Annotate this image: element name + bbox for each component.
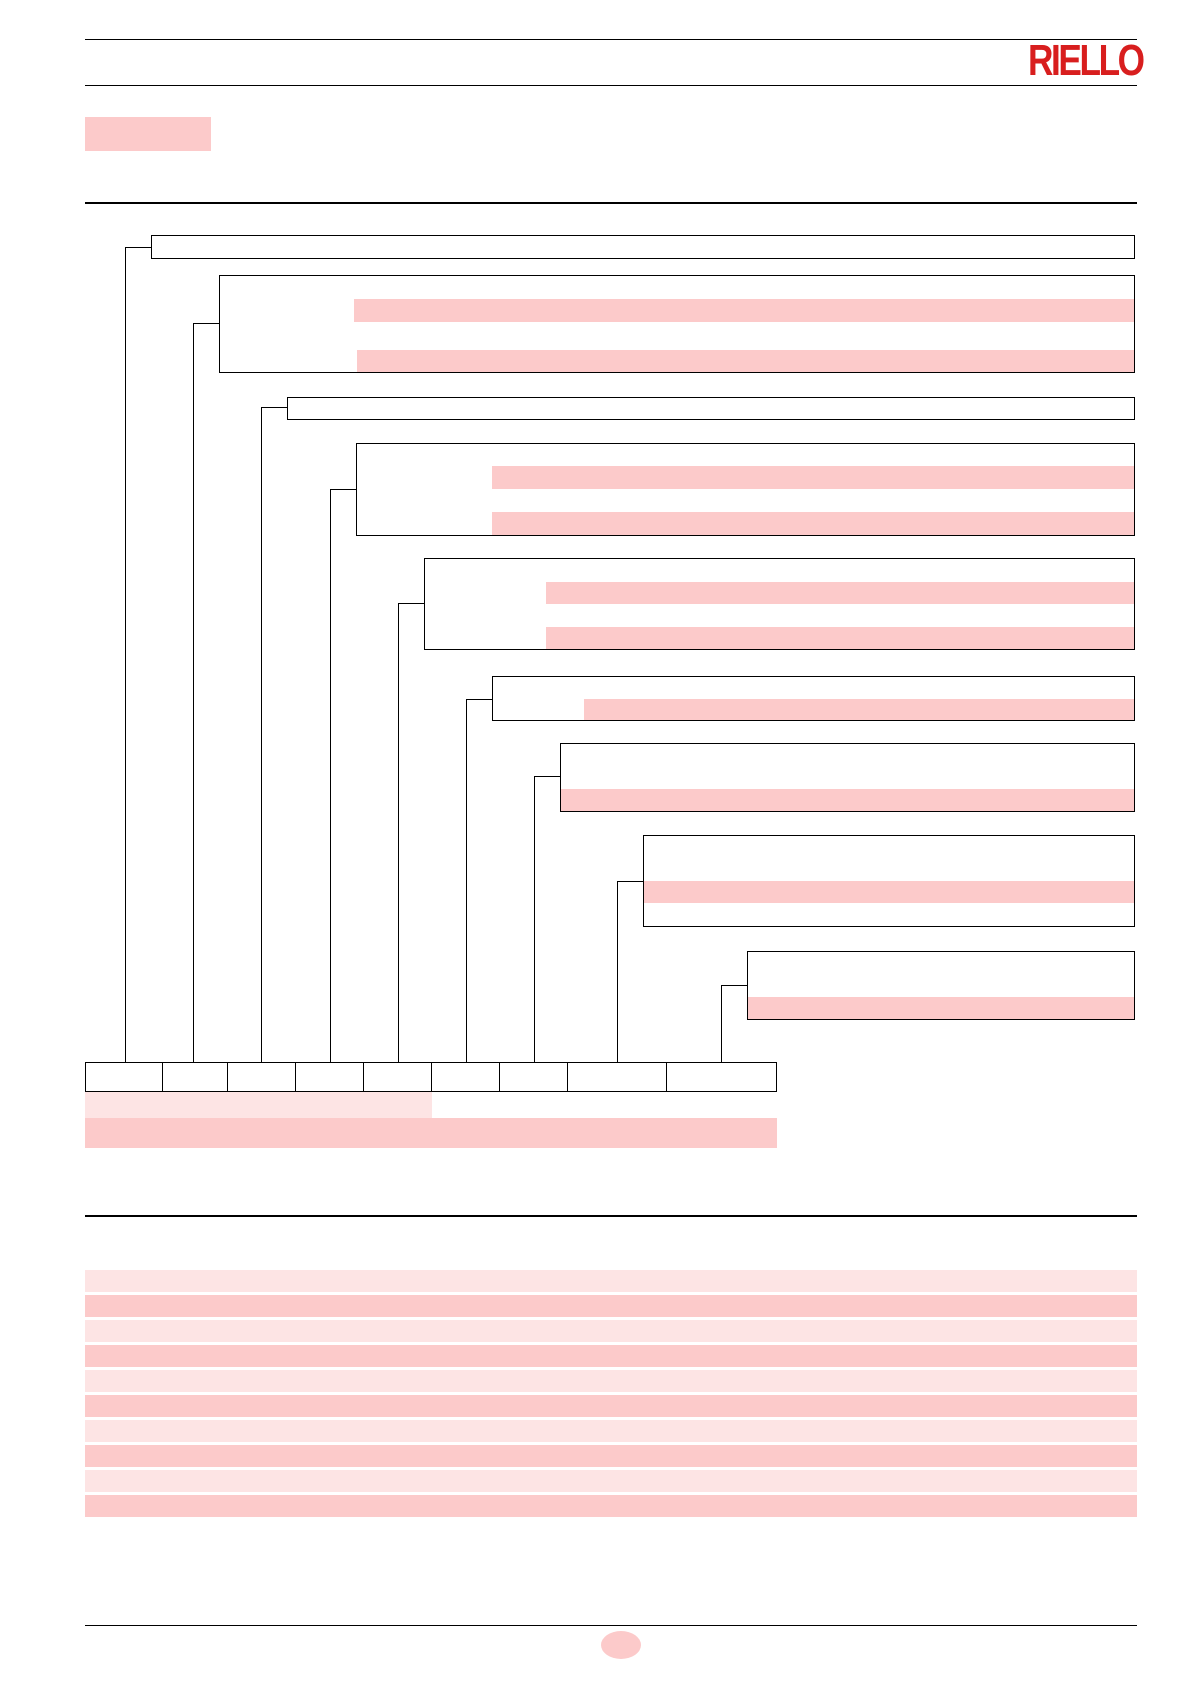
level-6-tick bbox=[466, 699, 492, 700]
level-7-box bbox=[560, 743, 1135, 812]
level-3-connector bbox=[261, 407, 262, 1062]
code-cell-1 bbox=[85, 1062, 163, 1092]
level-1-tick bbox=[125, 247, 151, 248]
footer-rule bbox=[85, 1625, 1137, 1626]
level-9-box bbox=[747, 951, 1135, 1020]
header-bottom-rule bbox=[85, 85, 1137, 86]
level-8-box bbox=[643, 835, 1135, 927]
code-cell-4 bbox=[295, 1062, 364, 1092]
level-6-highlight bbox=[584, 699, 1134, 720]
level-2-box bbox=[219, 275, 1135, 373]
level-4-highlight-b bbox=[492, 512, 1134, 535]
level-1-box bbox=[151, 235, 1135, 259]
level-3-box bbox=[287, 397, 1135, 420]
table-row bbox=[85, 1295, 1137, 1317]
table-row bbox=[85, 1445, 1137, 1467]
code-cell-7 bbox=[499, 1062, 568, 1092]
level-8-connector bbox=[617, 881, 618, 1062]
code-example-highlight bbox=[85, 1118, 777, 1148]
level-4-tick bbox=[330, 489, 356, 490]
section-title-highlight bbox=[85, 117, 211, 151]
level-6-connector bbox=[466, 699, 467, 1062]
level-4-box bbox=[356, 443, 1135, 536]
table-row bbox=[85, 1395, 1137, 1417]
code-cell-8 bbox=[567, 1062, 667, 1092]
brand-logo: RIELLO bbox=[1028, 36, 1145, 85]
code-cell-5 bbox=[363, 1062, 432, 1092]
level-2-connector bbox=[193, 323, 194, 1062]
code-cell-6 bbox=[431, 1062, 500, 1092]
table-row bbox=[85, 1470, 1137, 1492]
level-5-tick bbox=[398, 603, 424, 604]
section-rule bbox=[85, 202, 1137, 204]
table-section-rule bbox=[85, 1215, 1137, 1217]
level-8-highlight bbox=[644, 881, 1134, 903]
page-number-badge bbox=[601, 1631, 641, 1659]
level-2-highlight-b bbox=[357, 350, 1134, 372]
code-cell-3 bbox=[227, 1062, 296, 1092]
level-7-highlight bbox=[561, 789, 1134, 811]
level-9-highlight bbox=[748, 997, 1134, 1019]
designation-code-row bbox=[85, 1062, 777, 1092]
level-2-tick bbox=[193, 323, 219, 324]
level-7-connector bbox=[534, 776, 535, 1062]
level-4-connector bbox=[330, 489, 331, 1062]
level-8-tick bbox=[617, 881, 643, 882]
level-2-highlight-a bbox=[354, 299, 1134, 322]
level-5-highlight-b bbox=[546, 627, 1134, 649]
level-5-box bbox=[424, 558, 1135, 650]
table-row bbox=[85, 1320, 1137, 1342]
level-6-box bbox=[492, 676, 1135, 721]
level-7-tick bbox=[534, 776, 560, 777]
level-9-connector bbox=[721, 985, 722, 1062]
level-4-highlight-a bbox=[492, 466, 1134, 489]
code-cell-2 bbox=[162, 1062, 228, 1092]
table-row bbox=[85, 1270, 1137, 1292]
level-5-connector bbox=[398, 603, 399, 1062]
code-cell-9 bbox=[666, 1062, 777, 1092]
code-caption-highlight bbox=[85, 1092, 432, 1118]
table-row bbox=[85, 1420, 1137, 1442]
table-row bbox=[85, 1345, 1137, 1367]
level-3-tick bbox=[261, 407, 287, 408]
level-9-tick bbox=[721, 985, 747, 986]
table-row bbox=[85, 1495, 1137, 1517]
table-row bbox=[85, 1370, 1137, 1392]
level-5-highlight-a bbox=[546, 582, 1134, 604]
header-top-rule bbox=[85, 39, 1137, 40]
level-1-connector bbox=[125, 247, 126, 1062]
